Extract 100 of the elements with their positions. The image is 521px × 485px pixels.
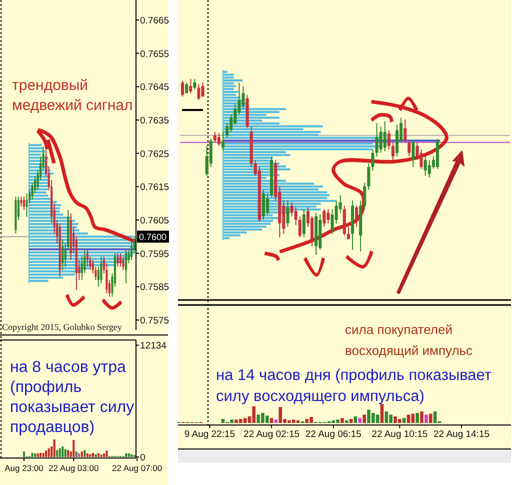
text: сила покупателей восходящий импульс xyxy=(345,322,474,358)
x-tick-label: 22 Aug 10:15 xyxy=(372,429,428,440)
candlestick xyxy=(387,130,390,150)
bar xyxy=(305,419,309,423)
candlestick xyxy=(391,142,394,160)
candlestick xyxy=(346,226,350,240)
candlestick xyxy=(62,240,64,270)
annotation: на 14 часов дня (профиль показывает силу восходящего импульса) xyxy=(216,367,492,405)
candlestick xyxy=(326,208,330,224)
x-tick-label: 22 Aug 02:15 xyxy=(244,429,300,440)
bar xyxy=(80,451,83,457)
candlestick xyxy=(86,250,88,268)
bar xyxy=(416,412,419,423)
candlestick xyxy=(100,256,102,284)
x-tick-label: 9 Aug 22:15 xyxy=(184,429,236,440)
y-tick-label: 0 xyxy=(140,452,146,464)
y-tick-label: 0.7635 xyxy=(140,116,170,126)
bar xyxy=(45,450,48,457)
candlestick xyxy=(330,208,334,234)
candlestick xyxy=(181,80,184,98)
bar xyxy=(78,453,80,457)
candlestick xyxy=(221,131,225,152)
bar xyxy=(252,406,256,423)
bar xyxy=(62,446,64,457)
candlestick xyxy=(395,124,399,157)
bar xyxy=(278,407,282,423)
bar xyxy=(75,451,78,457)
candlestick xyxy=(404,118,407,143)
bar xyxy=(48,448,50,457)
candlestick xyxy=(20,196,22,208)
candlestick xyxy=(116,252,119,268)
bar xyxy=(274,420,278,423)
y-tick-label: 0.7605 xyxy=(140,216,170,226)
candlestick xyxy=(302,208,306,238)
x-tick-label: 22 Aug 07:00 xyxy=(112,463,162,473)
bar xyxy=(358,418,362,423)
candlestick xyxy=(379,126,382,154)
bar xyxy=(130,454,133,457)
candlestick xyxy=(122,256,124,270)
bar xyxy=(402,418,406,423)
bar xyxy=(58,448,61,457)
bar xyxy=(340,418,344,423)
candlestick xyxy=(428,159,431,178)
y-tick-label: 0.7595 xyxy=(140,248,170,260)
bar xyxy=(433,411,437,423)
candlestick xyxy=(322,208,326,228)
bar xyxy=(344,420,348,423)
candlestick xyxy=(201,82,204,98)
bar xyxy=(64,449,66,457)
candlestick xyxy=(290,202,294,217)
bar xyxy=(31,452,34,457)
candlestick xyxy=(367,162,370,190)
bar xyxy=(411,414,415,423)
bar xyxy=(84,450,86,457)
y-tick-label: 0.7665 xyxy=(140,16,170,26)
candlestick xyxy=(197,84,200,101)
candlestick xyxy=(26,192,28,218)
bar xyxy=(86,453,88,457)
bar xyxy=(67,450,70,457)
y-tick-label: 0.7575 xyxy=(140,316,170,326)
y-tick-label: 0.7655 xyxy=(140,48,170,60)
bar xyxy=(376,414,380,423)
bar xyxy=(406,414,410,423)
bar xyxy=(389,414,392,423)
candlestick xyxy=(298,216,302,238)
bar xyxy=(362,414,366,423)
bar xyxy=(384,411,388,423)
bar xyxy=(42,452,44,457)
bar xyxy=(223,136,380,139)
candlestick xyxy=(213,131,216,143)
x-tick-label: 22 Aug 06:15 xyxy=(305,429,362,440)
bar xyxy=(349,419,353,423)
candlestick xyxy=(242,86,245,110)
candlestick xyxy=(424,156,427,176)
x-tick-label: 22 Aug 03:00 xyxy=(48,463,99,473)
candlestick xyxy=(22,196,26,210)
y-tick-label: 0.7615 xyxy=(140,182,170,194)
candlestick xyxy=(383,120,386,152)
bar xyxy=(125,453,128,457)
y-tick-label: 0.7625 xyxy=(140,148,170,160)
annotation: Copyright 2015, Golubko Sergey xyxy=(2,322,122,332)
bar xyxy=(243,418,247,423)
bar xyxy=(56,450,58,457)
bar xyxy=(22,451,26,457)
y-tick-label: 0.7645 xyxy=(140,82,170,94)
bar xyxy=(40,452,42,457)
x-tick-label: Aug 23:00 xyxy=(4,463,44,473)
bar xyxy=(238,419,242,423)
bar xyxy=(72,440,75,457)
bar xyxy=(97,453,100,457)
bar xyxy=(128,453,130,457)
candlestick xyxy=(420,148,423,170)
candlestick xyxy=(412,140,415,168)
candlestick xyxy=(189,78,192,94)
candlestick xyxy=(262,189,265,220)
y-tick-label: 0.7585 xyxy=(140,282,170,294)
candlestick xyxy=(193,78,196,90)
bar xyxy=(36,453,39,457)
candlestick xyxy=(375,122,378,157)
bar xyxy=(380,404,384,423)
